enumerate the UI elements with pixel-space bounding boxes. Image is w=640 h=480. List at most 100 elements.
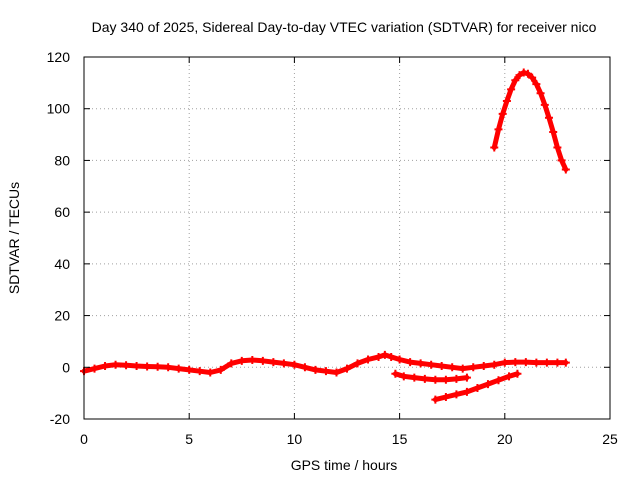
data-point [374, 352, 383, 361]
data-point [523, 69, 532, 78]
data-point [544, 113, 553, 122]
data-point [513, 369, 522, 378]
data-point [452, 374, 461, 383]
x-tick-label: 25 [602, 431, 618, 447]
data-point [536, 89, 545, 98]
data-point [206, 368, 215, 377]
data-series [80, 68, 570, 404]
data-point [542, 358, 551, 367]
data-point [300, 363, 309, 372]
y-tick-label: 60 [54, 204, 70, 220]
x-axis-label: GPS time / hours [291, 457, 398, 473]
data-point [437, 361, 446, 370]
data-point [515, 71, 524, 80]
data-point [473, 383, 482, 392]
y-tick-label: 40 [54, 256, 70, 272]
data-point [483, 380, 492, 389]
data-point [237, 356, 246, 365]
y-axis-label: SDTVAR / TECUs [6, 182, 22, 294]
y-tick-label: -20 [50, 411, 70, 427]
chart-title: Day 340 of 2025, Sidereal Day-to-day VTE… [92, 19, 597, 35]
data-point [311, 365, 320, 374]
y-tick-label: 120 [47, 49, 71, 65]
data-point [195, 367, 204, 376]
data-point [521, 358, 530, 367]
data-point [462, 387, 471, 396]
data-point [507, 85, 516, 94]
x-tick-label: 10 [287, 431, 303, 447]
y-tick-label: 80 [54, 152, 70, 168]
data-point [248, 356, 257, 365]
data-point [505, 372, 514, 381]
data-point [549, 127, 558, 136]
data-point [416, 359, 425, 368]
data-point [532, 80, 541, 89]
data-point [441, 393, 450, 402]
data-point [553, 143, 562, 152]
data-point [490, 360, 499, 369]
data-point [420, 374, 429, 383]
data-point [448, 363, 457, 372]
data-point [101, 361, 110, 370]
data-point [519, 68, 528, 77]
data-point [431, 375, 440, 384]
data-point [111, 360, 120, 369]
data-point [290, 360, 299, 369]
data-point [391, 369, 400, 378]
data-point [269, 358, 278, 367]
data-point [511, 76, 520, 85]
data-point [441, 375, 450, 384]
data-point [343, 364, 351, 373]
data-point [406, 358, 415, 367]
data-point [122, 361, 131, 370]
data-point [174, 364, 183, 373]
data-point [90, 364, 99, 373]
data-point [431, 395, 440, 404]
data-point [561, 358, 570, 367]
data-point [528, 73, 537, 82]
data-point [458, 364, 467, 373]
x-tick-label: 0 [80, 431, 88, 447]
data-point [258, 356, 267, 365]
data-point [332, 368, 341, 377]
plot-frame [83, 56, 611, 420]
data-point [164, 363, 173, 372]
data-point [364, 355, 373, 364]
y-tick-label: 0 [62, 359, 70, 375]
y-tick-label: 100 [47, 101, 71, 117]
data-point [387, 352, 396, 361]
data-point [185, 365, 194, 374]
data-point [469, 363, 478, 372]
data-point [490, 143, 499, 152]
data-point [452, 390, 461, 399]
data-point [143, 362, 152, 371]
data-point [216, 365, 225, 374]
data-point [511, 358, 520, 367]
data-point [540, 100, 549, 109]
data-point [494, 125, 503, 134]
data-point [532, 358, 541, 367]
data-point [279, 359, 288, 368]
y-tick-label: 20 [54, 308, 70, 324]
grid-lines [84, 57, 610, 419]
data-point [462, 373, 471, 382]
data-point [502, 96, 511, 105]
data-point [353, 359, 362, 368]
data-point [500, 358, 509, 367]
data-point [498, 109, 507, 118]
data-point [227, 359, 236, 368]
axis-ticks: 0 5 10 15 20 25 -20 0 20 40 60 80 100 120 [47, 49, 618, 447]
data-point [553, 358, 562, 367]
data-point [557, 156, 566, 165]
x-tick-label: 20 [497, 431, 513, 447]
data-point [494, 376, 503, 385]
data-point [561, 165, 570, 174]
data-point [410, 373, 419, 382]
data-point [427, 360, 436, 369]
data-point [479, 361, 488, 370]
x-tick-label: 15 [392, 431, 408, 447]
data-point [399, 372, 408, 381]
data-point [321, 367, 330, 376]
x-tick-label: 5 [185, 431, 193, 447]
